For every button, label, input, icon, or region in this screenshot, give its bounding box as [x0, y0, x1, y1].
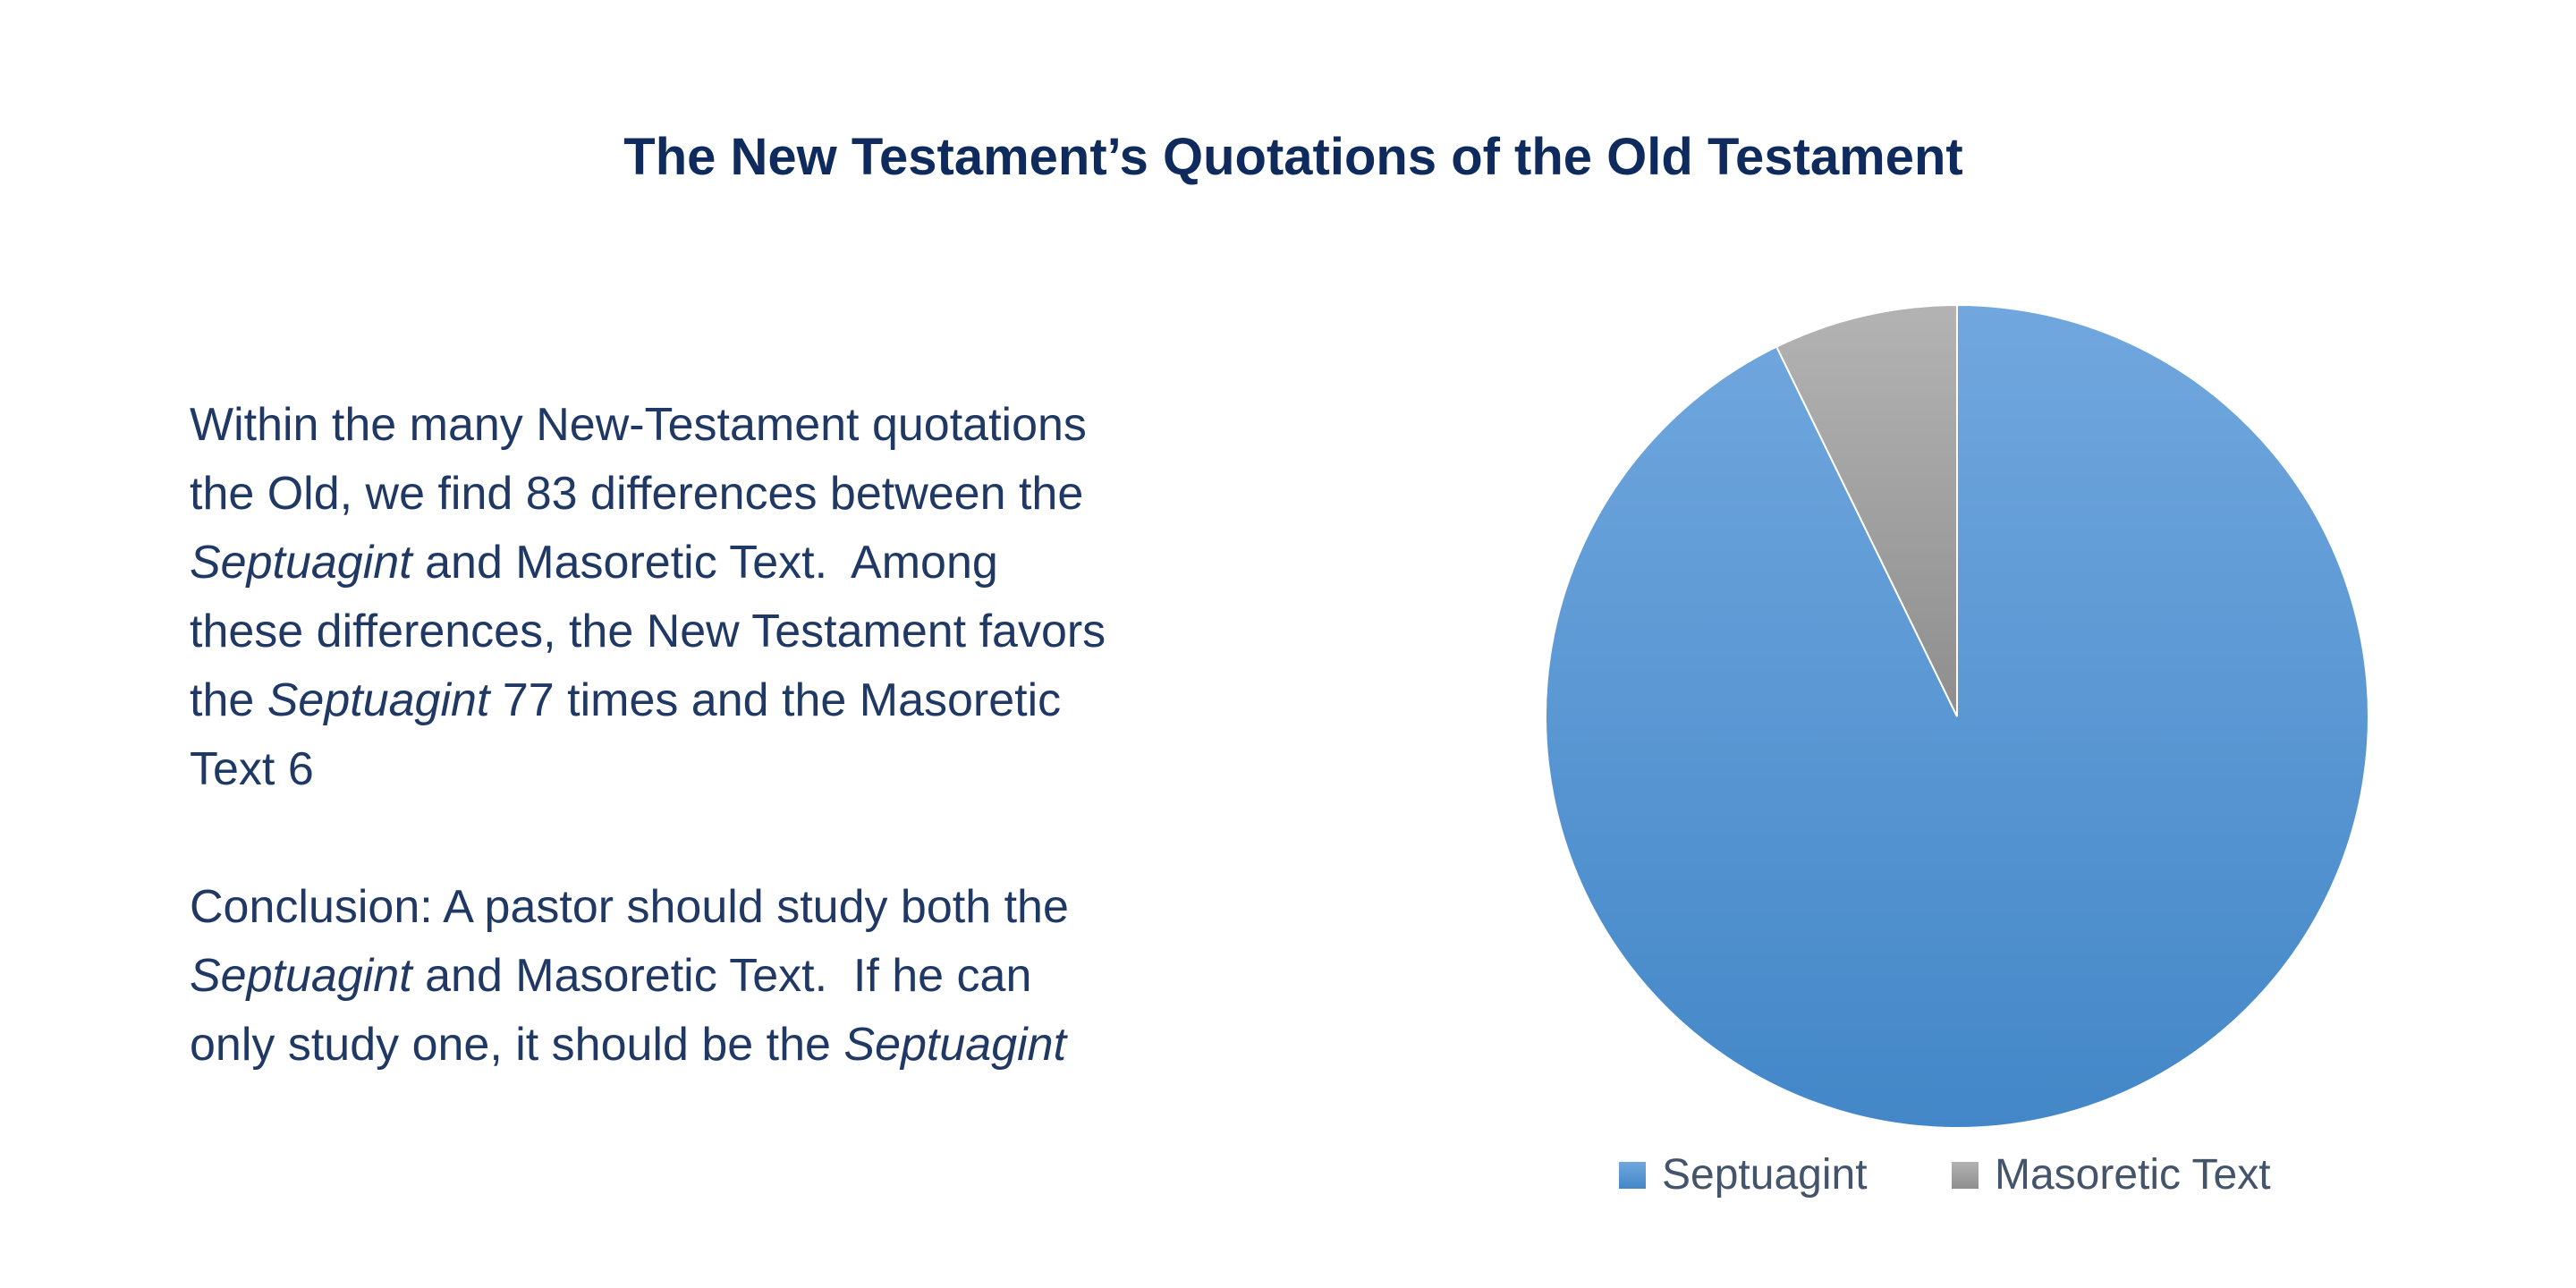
body-line: only study one, it should be the Septuag… — [190, 1011, 1106, 1080]
text-span: and Masoretic Text. If he can — [411, 950, 1032, 1002]
legend-item-septuagint: Septuagint — [1619, 1150, 1868, 1199]
legend-label: Septuagint — [1662, 1151, 1868, 1199]
text-span: Within the many New-Testament quotations — [190, 399, 1087, 451]
body-line: these differences, the New Testament fav… — [190, 597, 1106, 666]
italic-text: Septuagint — [190, 537, 412, 589]
pie-slice-septuagint — [1545, 303, 2369, 1129]
body-line: Text 6 — [190, 735, 1106, 804]
body-line: Within the many New-Testament quotations — [190, 391, 1106, 460]
legend-item-masoretic: Masoretic Text — [1952, 1150, 2271, 1199]
slide-title: The New Testament’s Quotations of the Ol… — [623, 128, 1963, 186]
legend-swatch-septuagint — [1619, 1161, 1646, 1189]
text-span: the Old, we find 83 differences between … — [190, 468, 1084, 520]
legend-swatch-masoretic — [1952, 1161, 1979, 1189]
italic-text: Septuagint — [190, 950, 412, 1002]
body-text: Within the many New-Testament quotations… — [190, 391, 1106, 1080]
text-span: and Masoretic Text. Among — [411, 537, 998, 589]
body-line: Septuagint and Masoretic Text. Among — [190, 529, 1106, 597]
pie-slice-masoretic-text — [1775, 303, 1958, 717]
text-span: these differences, the New Testament fav… — [190, 606, 1106, 657]
text-span: the — [190, 674, 267, 726]
legend-label: Masoretic Text — [1995, 1151, 2271, 1199]
text-span: 77 times and the Masoretic — [489, 674, 1062, 726]
text-span: Conclusion: A pastor should study both t… — [190, 881, 1069, 933]
italic-text: Septuagint — [843, 1019, 1067, 1071]
body-line: the Old, we find 83 differences between … — [190, 460, 1106, 529]
text-span: only study one, it should be the — [190, 1019, 844, 1071]
body-line: Conclusion: A pastor should study both t… — [190, 873, 1106, 942]
italic-text: Septuagint — [267, 674, 490, 726]
body-line: Septuagint and Masoretic Text. If he can — [190, 942, 1106, 1011]
text-span: Text 6 — [190, 743, 314, 795]
body-line: the Septuagint 77 times and the Masoreti… — [190, 666, 1106, 735]
